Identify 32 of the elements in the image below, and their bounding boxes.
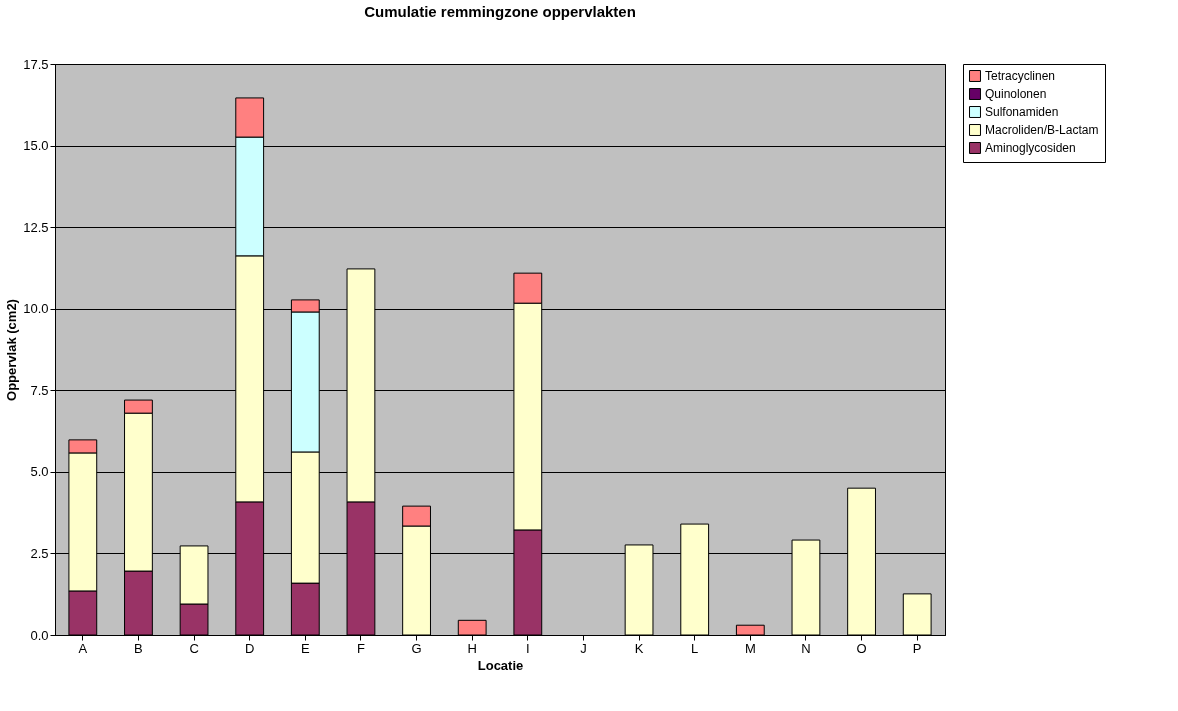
y-tick-label: 7.5 — [30, 382, 49, 398]
x-axis-title: Locatie — [477, 657, 524, 673]
x-tick-label: O — [856, 640, 867, 656]
x-tick-label: L — [691, 640, 699, 656]
y-tick-label: 15.0 — [23, 138, 49, 154]
y-tick-label: 2.5 — [30, 545, 49, 561]
x-tick-label: A — [78, 640, 88, 656]
x-tick-label: H — [467, 640, 477, 656]
y-tick-label: 17.5 — [23, 56, 49, 72]
x-tick-label: M — [744, 640, 756, 656]
legend-label: Quinolonen — [985, 87, 1047, 101]
y-tick-label: 0.0 — [30, 627, 49, 643]
x-tick-label: K — [634, 640, 644, 656]
legend-label: Aminoglycosiden — [985, 141, 1076, 155]
chart-title: Cumulatie remmingzone oppervlakten — [364, 3, 636, 20]
legend-label: Tetracyclinen — [985, 69, 1056, 83]
x-tick-label: B — [134, 640, 143, 656]
x-tick-label: C — [189, 640, 199, 656]
y-tick-label: 12.5 — [23, 219, 49, 235]
y-tick-label: 10.0 — [23, 301, 49, 317]
x-tick-label: F — [356, 640, 365, 656]
x-tick-label: G — [411, 640, 422, 656]
y-tick-label: 5.0 — [30, 464, 49, 480]
x-tick-label: P — [912, 640, 922, 656]
legend-label: Sulfonamiden — [985, 105, 1059, 119]
legend-label: Macroliden/B-Lactam — [985, 123, 1099, 137]
x-tick-label: D — [244, 640, 255, 656]
x-tick-label: E — [300, 640, 310, 656]
x-tick-label: J — [580, 640, 587, 656]
x-tick-label: I — [526, 640, 530, 656]
x-tick-label: N — [801, 640, 811, 656]
y-axis-title: Oppervlak (cm2) — [4, 299, 20, 401]
